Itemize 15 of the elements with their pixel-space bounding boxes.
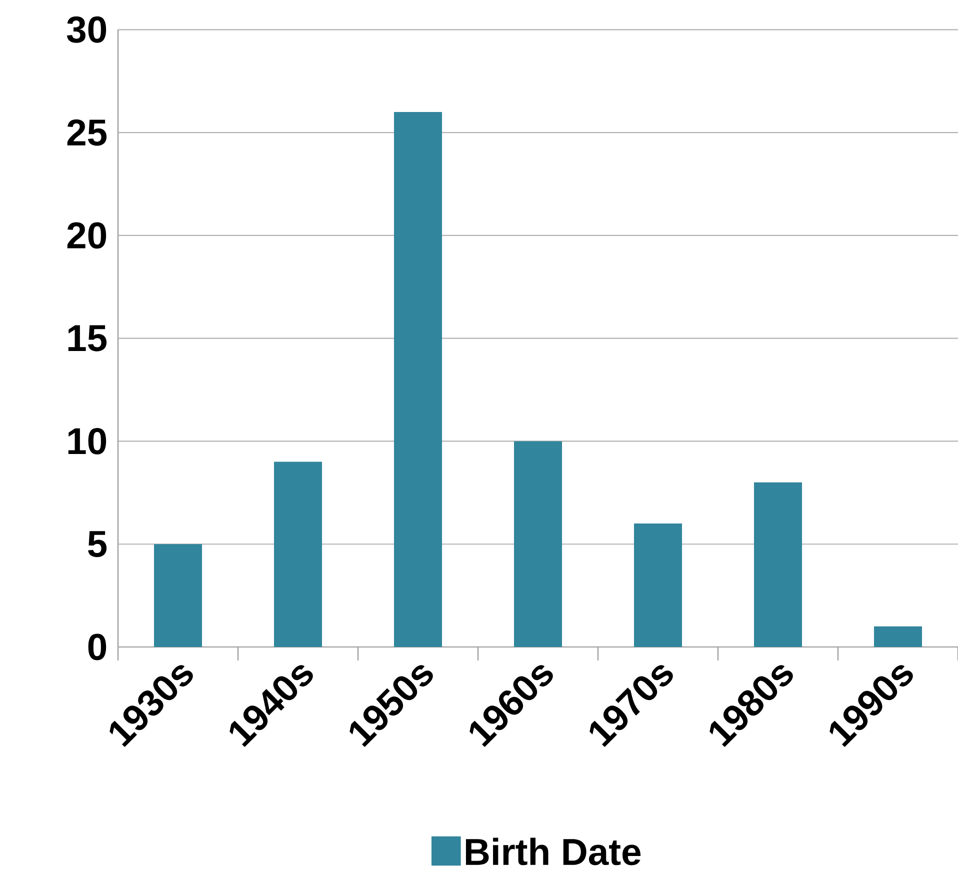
y-tick-label: 10 — [68, 428, 106, 454]
y-tick-label: 15 — [68, 325, 107, 352]
y-tick-label: 20 — [67, 222, 106, 249]
bar — [754, 482, 802, 647]
bar — [274, 462, 322, 647]
bar — [874, 626, 922, 647]
bar — [634, 524, 682, 647]
bar — [154, 544, 202, 647]
y-tick-label: 30 — [66, 16, 106, 43]
legend-label: Birth Date — [466, 838, 641, 866]
y-tick-label: 0 — [88, 634, 106, 660]
y-tick-label: 25 — [67, 119, 107, 146]
y-tick-label: 5 — [88, 531, 107, 558]
bar — [514, 441, 562, 647]
bar — [394, 112, 442, 647]
